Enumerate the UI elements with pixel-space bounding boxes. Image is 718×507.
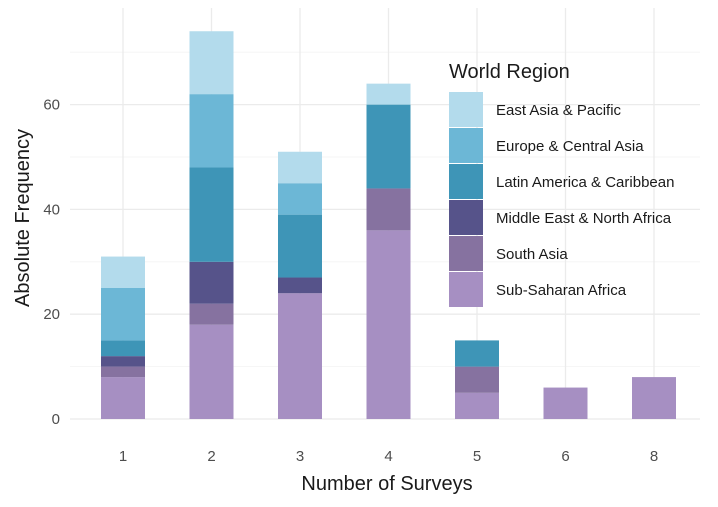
bar-segment [101,377,145,419]
y-tick-label: 60 [43,97,60,114]
legend-key [449,164,483,199]
bar-segment [189,324,234,419]
legend-key [449,92,483,127]
bar-segment [189,261,234,304]
x-tick-label: 4 [384,448,392,465]
bar-segment [455,340,499,367]
bar-segment [366,104,411,189]
x-tick-label: 8 [650,448,658,465]
bar-segment [278,214,322,278]
x-tick-labels: 1 2 3 4 5 6 8 [119,448,658,465]
legend-key [449,236,483,271]
bar-segment [101,288,145,341]
bar-segment [101,356,145,367]
bar-segment [278,151,322,184]
legend-item: Europe & Central Asia [449,128,644,163]
legend: World Region East Asia & Pacific Europe &… [449,61,674,307]
bar-segment [278,277,322,294]
bar-segment [189,94,234,168]
bars [101,31,676,419]
legend-key [449,272,483,307]
x-tick-label: 6 [561,448,569,465]
x-tick-label: 5 [473,448,481,465]
bar-segment [278,293,322,419]
legend-label: Sub-Saharan Africa [496,282,627,299]
bar-segment [101,256,145,288]
y-tick-label: 40 [43,201,60,218]
legend-label: Middle East & North Africa [496,210,672,227]
bar-segment [189,303,234,325]
bar-segment [632,377,676,419]
legend-label: East Asia & Pacific [496,102,622,119]
x-tick-label: 2 [207,448,215,465]
legend-item: Latin America & Caribbean [449,164,674,199]
bar-segment [455,392,499,419]
bar-segment [101,340,145,357]
x-tick-label: 3 [296,448,304,465]
bar-segment [278,183,322,215]
legend-items: East Asia & Pacific Europe & Central Asia… [449,92,674,307]
bar-segment [101,366,145,378]
legend-item: East Asia & Pacific [449,92,622,127]
legend-item: Sub-Saharan Africa [449,272,627,307]
bar-segment [366,83,411,105]
legend-label: Latin America & Caribbean [496,174,674,191]
y-tick-label: 20 [43,306,60,323]
bar-segment [366,230,411,419]
x-axis-title: Number of Surveys [301,473,472,495]
legend-key [449,128,483,163]
legend-label: Europe & Central Asia [496,138,644,155]
bar-segment [543,387,588,419]
legend-item: Middle East & North Africa [449,200,672,235]
bar-segment [366,188,411,231]
bar-segment [455,366,499,393]
x-tick-label: 1 [119,448,127,465]
bar-segment [189,31,234,95]
y-axis-title: Absolute Frequency [12,129,34,307]
legend-label: South Asia [496,246,568,263]
bar-segment [189,167,234,262]
y-tick-labels: 0 20 40 60 [43,97,60,428]
legend-key [449,200,483,235]
y-tick-label: 0 [52,411,60,428]
legend-title: World Region [449,61,570,83]
legend-item: South Asia [449,236,568,271]
